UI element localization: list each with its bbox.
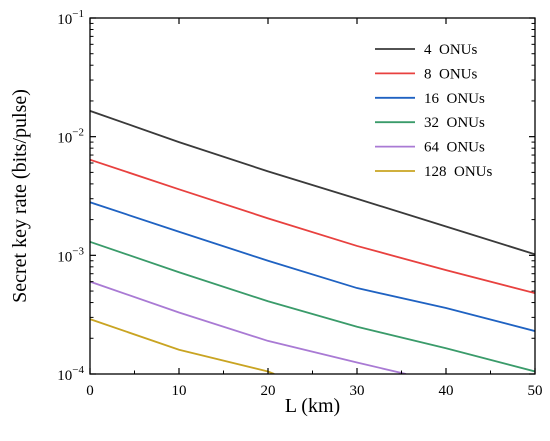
x-tick-label: 30 [350, 383, 365, 399]
series-line-1 [90, 158, 535, 295]
x-tick-label: 40 [439, 383, 454, 399]
y-tick-label: 10−4 [57, 364, 84, 384]
series-line-3 [90, 240, 535, 373]
x-tick-label: 10 [172, 383, 187, 399]
y-axis-label: Secret key rate (bits/pulse) [9, 89, 31, 303]
x-tick-label: 0 [86, 383, 94, 399]
y-tick-label: 10−1 [57, 8, 84, 28]
series-line-0 [90, 110, 535, 256]
legend-label-4: 64 ONUs [424, 140, 485, 156]
y-tick-label: 10−3 [57, 245, 84, 265]
series-line-2 [90, 201, 535, 332]
y-tick-label: 10−2 [57, 127, 84, 147]
series-line-4 [90, 280, 407, 374]
series-line-5 [90, 318, 275, 374]
legend-label-3: 32 ONUs [424, 115, 485, 131]
x-tick-label: 20 [261, 383, 276, 399]
legend-label-5: 128 ONUs [424, 164, 492, 180]
legend-label-0: 4 ONUs [424, 42, 477, 58]
x-axis-label: L (km) [285, 395, 340, 417]
legend-label-1: 8 ONUs [424, 66, 477, 82]
legend-label-2: 16 ONUs [424, 91, 485, 107]
x-tick-label: 50 [528, 383, 543, 399]
